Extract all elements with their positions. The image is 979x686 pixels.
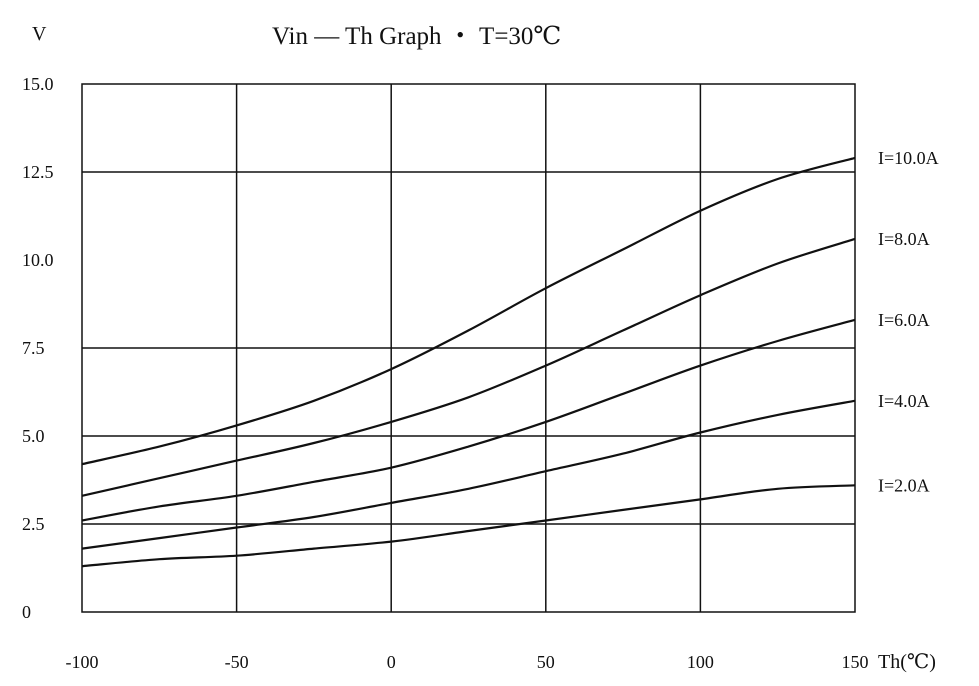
x-tick-label: 50 [537, 652, 555, 672]
series-label-3: I=4.0A [878, 391, 930, 411]
x-axis-unit: Th(℃) [878, 651, 936, 673]
y-tick-label: 15.0 [22, 74, 54, 94]
chart-title: Vin — Th Graph ・ T=30℃ [272, 23, 561, 50]
series-label-1: I=8.0A [878, 229, 930, 249]
x-tick-label: 100 [687, 652, 714, 672]
series-line-4 [81, 484, 856, 568]
series-labels: I=10.0A I=8.0A I=6.0A I=4.0A I=2.0A [878, 148, 939, 495]
series-line-3 [81, 399, 856, 550]
series-line-1 [81, 237, 856, 497]
x-tick-label: 150 [842, 652, 869, 672]
y-tick-label: 5.0 [22, 426, 45, 446]
series-label-0: I=10.0A [878, 148, 939, 168]
x-tick-labels: -100 -50 0 50 100 150 [66, 652, 869, 672]
y-tick-label: 7.5 [22, 338, 45, 358]
y-tick-label: 12.5 [22, 162, 54, 182]
plot-frame [81, 83, 856, 613]
y-tick-labels: 15.0 12.5 10.0 7.5 5.0 2.5 0 [22, 74, 54, 622]
x-tick-label: -100 [66, 652, 99, 672]
series-line-2 [81, 318, 856, 522]
grid [82, 84, 855, 612]
y-tick-label: 10.0 [22, 250, 54, 270]
x-tick-label: -50 [225, 652, 249, 672]
series-label-2: I=6.0A [878, 310, 930, 330]
y-axis-unit: V [32, 23, 47, 45]
x-tick-label: 0 [387, 652, 396, 672]
series-line-0 [81, 156, 856, 466]
y-tick-label: 0 [22, 602, 31, 622]
y-tick-label: 2.5 [22, 514, 45, 534]
series-lines [81, 156, 856, 568]
series-label-4: I=2.0A [878, 475, 930, 495]
